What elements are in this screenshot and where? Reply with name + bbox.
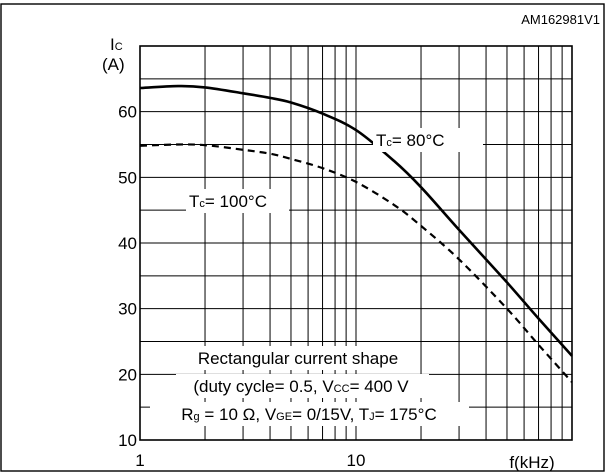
y-axis-label-sub: C <box>115 41 123 53</box>
y-tick-label: 60 <box>118 103 137 122</box>
annotation-bg-1 <box>190 346 407 370</box>
y-tick-label: 40 <box>118 234 137 253</box>
y-axis-label: IC <box>110 35 123 54</box>
annotation-line-3: Rg = 10 Ω, VGE= 0/15V, TJ= 175°C <box>181 405 436 424</box>
series-label-bg-tc-100 <box>186 189 289 213</box>
figure-border <box>0 3 605 472</box>
annotation-line-1: Rectangular current shape <box>198 349 398 368</box>
x-axis-label: f(kHz) <box>509 453 554 472</box>
y-axis-label-main: I <box>110 35 115 54</box>
figure-id: AM162981V1 <box>521 12 600 27</box>
annotation-bg-2 <box>176 374 429 398</box>
plot-area <box>139 45 573 441</box>
y-tick-label: 10 <box>118 431 137 450</box>
x-tick-label: 10 <box>347 451 366 470</box>
series-label-tc-80: Tc= 80°C <box>376 131 445 150</box>
annotation-line-2: (duty cycle= 0.5, VCC= 400 V <box>193 377 409 396</box>
series-label-bg-tc-80 <box>373 128 483 152</box>
y-tick-label: 20 <box>118 365 137 384</box>
series-line-tc-80 <box>139 84 573 357</box>
x-tick-label: 1 <box>135 451 144 470</box>
series-label-tc-100: Tc= 100°C <box>189 192 267 211</box>
y-tick-label: 50 <box>118 168 137 187</box>
series-line-tc-100 <box>139 143 573 383</box>
annotation-bg-3 <box>150 402 469 426</box>
y-axis-unit: (A) <box>102 55 125 74</box>
y-tick-label: 30 <box>118 300 137 319</box>
